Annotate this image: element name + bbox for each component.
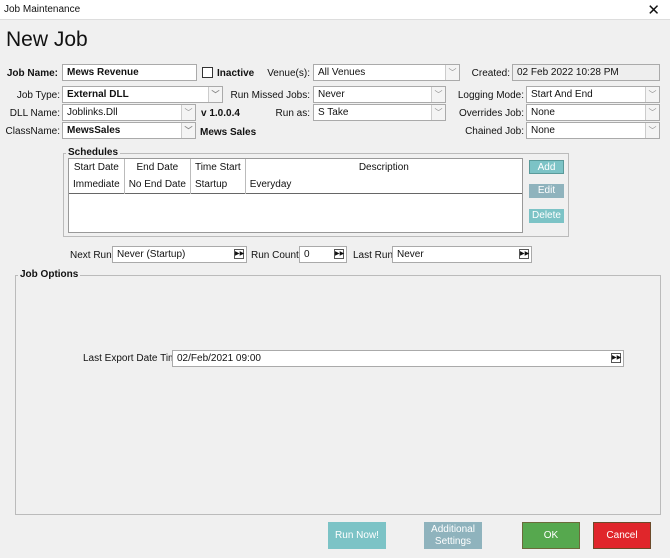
venues-select[interactable]: All Venues ﹀: [313, 64, 460, 81]
chained-label: Chained Job:: [465, 126, 524, 137]
job-options-group: [15, 275, 661, 515]
job-type-value: External DLL: [67, 89, 129, 100]
class-label: ClassName:: [5, 126, 60, 137]
job-options-title: Job Options: [18, 269, 81, 280]
chevron-down-icon: ﹀: [645, 123, 659, 138]
last-run-field[interactable]: Never ▶▶: [392, 246, 532, 263]
inactive-checkbox[interactable]: [202, 67, 213, 78]
job-name-input[interactable]: Mews Revenue: [62, 64, 197, 81]
logging-label: Logging Mode:: [457, 90, 524, 101]
run-as-value: S Take: [318, 107, 349, 118]
run-count-value: 0: [304, 249, 310, 260]
add-schedule-button[interactable]: Add: [529, 160, 564, 174]
ok-button[interactable]: OK: [522, 522, 580, 549]
column-header[interactable]: End Date: [124, 159, 191, 176]
job-type-label: Job Type:: [16, 90, 60, 101]
last-export-label: Last Export Date Time: [83, 353, 182, 364]
schedules-table[interactable]: Start Date End Date Time Start Descripti…: [68, 158, 523, 233]
chevron-down-icon: ﹀: [181, 105, 195, 120]
class-description: Mews Sales: [200, 127, 257, 138]
chevron-down-icon: ﹀: [445, 65, 459, 80]
fast-forward-icon[interactable]: ▶▶: [334, 249, 345, 259]
chevron-down-icon: ﹀: [645, 105, 659, 120]
title-bar: Job Maintenance ✕: [0, 0, 670, 20]
cancel-button[interactable]: Cancel: [593, 522, 651, 549]
created-label: Created:: [471, 68, 510, 79]
window-title: Job Maintenance: [4, 4, 81, 15]
next-run-label: Next Run:: [70, 250, 115, 261]
venues-value: All Venues: [318, 67, 366, 78]
column-header[interactable]: Time Start: [190, 159, 246, 176]
run-missed-value: Never: [318, 89, 345, 100]
run-as-label: Run as:: [275, 108, 310, 119]
schedules-title: Schedules: [66, 147, 121, 158]
overrides-value: None: [531, 107, 555, 118]
dll-select[interactable]: Joblinks.Dll ﹀: [62, 104, 196, 121]
chained-value: None: [531, 125, 555, 136]
cell-description: Everyday: [249, 178, 292, 190]
fast-forward-icon[interactable]: ▶▶: [519, 249, 530, 259]
chevron-down-icon: ﹀: [181, 123, 195, 138]
additional-settings-line2: Settings: [434, 536, 472, 547]
edit-schedule-button[interactable]: Edit: [529, 184, 564, 198]
last-run-label: Last Run:: [353, 250, 396, 261]
last-export-field[interactable]: 02/Feb/2021 09:00 ▶▶: [172, 350, 624, 367]
chevron-down-icon: ﹀: [645, 87, 659, 102]
last-export-value: 02/Feb/2021 09:00: [177, 353, 261, 364]
chained-select[interactable]: None ﹀: [526, 122, 660, 139]
cell-end-date: No End Date: [124, 176, 191, 193]
created-field: 02 Feb 2022 10:28 PM: [512, 64, 660, 81]
chevron-down-icon: ﹀: [431, 105, 445, 120]
run-now-button[interactable]: Run Now!: [328, 522, 386, 549]
inactive-label: Inactive: [217, 68, 255, 79]
additional-settings-line1: Additional: [431, 524, 475, 535]
additional-settings-button[interactable]: Additional Settings: [424, 522, 482, 549]
close-icon[interactable]: ✕: [647, 2, 660, 19]
table-header: Start Date End Date Time Start Descripti…: [69, 159, 522, 176]
column-header[interactable]: Start Date: [69, 159, 125, 176]
delete-schedule-button[interactable]: Delete: [529, 209, 564, 223]
run-missed-select[interactable]: Never ﹀: [313, 86, 446, 103]
dll-label: DLL Name:: [9, 108, 60, 119]
run-as-select[interactable]: S Take ﹀: [313, 104, 446, 121]
table-row[interactable]: Immediate No End Date Startup Everyday: [69, 176, 522, 193]
venues-label: Venue(s):: [267, 68, 310, 79]
overrides-select[interactable]: None ﹀: [526, 104, 660, 121]
version-label: v 1.0.0.4: [201, 108, 240, 119]
fast-forward-icon[interactable]: ▶▶: [611, 353, 622, 363]
cell-start-date: Immediate: [69, 176, 125, 193]
job-type-select[interactable]: External DLL ﹀: [62, 86, 223, 103]
logging-select[interactable]: Start And End ﹀: [526, 86, 660, 103]
class-value: MewsSales: [67, 125, 121, 136]
logging-value: Start And End: [531, 89, 593, 100]
fast-forward-icon[interactable]: ▶▶: [234, 249, 245, 259]
overrides-label: Overrides Job:: [458, 108, 524, 119]
next-run-field[interactable]: Never (Startup) ▶▶: [112, 246, 247, 263]
run-missed-label: Run Missed Jobs:: [230, 90, 310, 101]
schedules-group: [63, 153, 569, 237]
class-select[interactable]: MewsSales ﹀: [62, 122, 196, 139]
page-title: New Job: [6, 28, 88, 51]
run-count-label: Run Count:: [251, 250, 302, 261]
run-count-field[interactable]: 0 ▶▶: [299, 246, 347, 263]
dll-value: Joblinks.Dll: [67, 107, 118, 118]
chevron-down-icon: ﹀: [208, 87, 222, 102]
cell-time-start: Startup: [190, 176, 246, 193]
job-name-label: Job Name:: [6, 68, 58, 79]
last-run-value: Never: [397, 249, 424, 260]
column-header[interactable]: Description: [358, 162, 409, 173]
next-run-value: Never (Startup): [117, 249, 186, 260]
chevron-down-icon: ﹀: [431, 87, 445, 102]
